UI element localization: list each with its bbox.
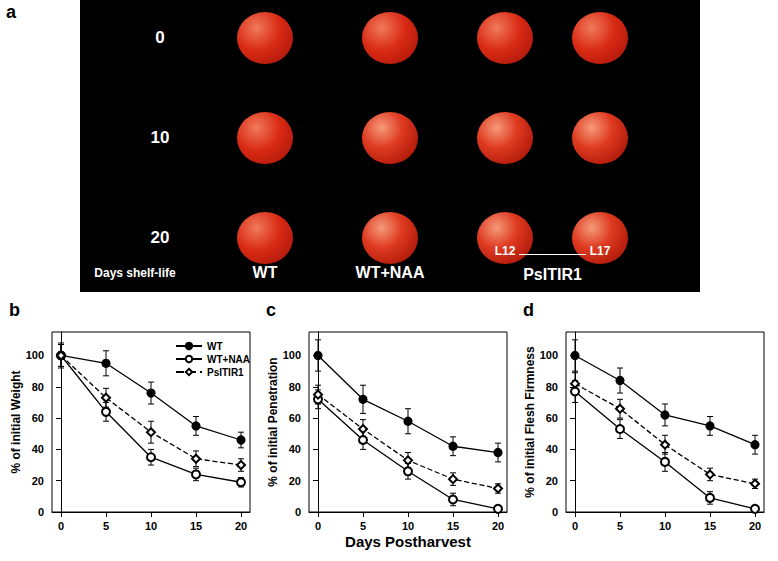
html-text:0: 0	[155, 28, 165, 47]
svg-text:80: 80	[546, 381, 558, 393]
svg-text:% of initial Flesh Firmness: % of initial Flesh Firmness	[523, 346, 537, 498]
svg-text:80: 80	[32, 381, 44, 393]
svg-text:60: 60	[289, 412, 301, 424]
svg-text:20: 20	[492, 520, 504, 532]
svg-text:PsITIR1: PsITIR1	[207, 367, 244, 378]
svg-text:80: 80	[289, 381, 301, 393]
svg-text:0: 0	[315, 520, 321, 532]
svg-text:40: 40	[289, 443, 301, 455]
html-text:a: a	[6, 2, 16, 22]
svg-text:100: 100	[283, 349, 301, 361]
html-text:10: 10	[150, 128, 170, 147]
svg-text:10: 10	[145, 520, 157, 532]
html-text:PsITIR1: PsITIR1	[523, 266, 582, 283]
svg-text:0: 0	[572, 520, 578, 532]
svg-text:0: 0	[295, 506, 301, 518]
svg-text:60: 60	[546, 412, 558, 424]
svg-text:40: 40	[32, 443, 44, 455]
svg-text:20: 20	[749, 520, 761, 532]
svg-text:15: 15	[190, 520, 202, 532]
svg-text:100: 100	[540, 349, 558, 361]
svg-text:b: b	[9, 300, 20, 320]
svg-text:WT: WT	[207, 341, 223, 352]
svg-text:20: 20	[32, 475, 44, 487]
svg-text:100: 100	[26, 349, 44, 361]
html-text:L12: L12	[494, 244, 516, 258]
svg-text:20: 20	[289, 475, 301, 487]
svg-text:40: 40	[546, 443, 558, 455]
svg-text:5: 5	[103, 520, 109, 532]
svg-text:5: 5	[360, 520, 366, 532]
svg-text:Days Postharvest: Days Postharvest	[345, 533, 471, 550]
html-text:WT: WT	[252, 264, 278, 281]
html-text:20: 20	[150, 228, 170, 247]
svg-text:0: 0	[38, 506, 44, 518]
svg-text:15: 15	[447, 520, 459, 532]
svg-text:% of initial Penetration: % of initial Penetration	[266, 357, 280, 486]
svg-text:20: 20	[235, 520, 247, 532]
svg-text:15: 15	[704, 520, 716, 532]
svg-text:% of initial Weight: % of initial Weight	[9, 370, 23, 473]
svg-text:20: 20	[546, 475, 558, 487]
html-text:WT+NAA: WT+NAA	[355, 264, 425, 281]
svg-text:5: 5	[617, 520, 623, 532]
svg-text:0: 0	[58, 520, 64, 532]
html-text:Days shelf-life: Days shelf-life	[94, 266, 176, 280]
html-text:L17: L17	[589, 244, 611, 258]
svg-text:10: 10	[659, 520, 671, 532]
svg-text:60: 60	[32, 412, 44, 424]
svg-text:c: c	[266, 300, 276, 320]
svg-text:d: d	[523, 300, 534, 320]
svg-text:WT+NAA: WT+NAA	[207, 354, 250, 365]
svg-text:0: 0	[552, 506, 558, 518]
svg-text:10: 10	[402, 520, 414, 532]
